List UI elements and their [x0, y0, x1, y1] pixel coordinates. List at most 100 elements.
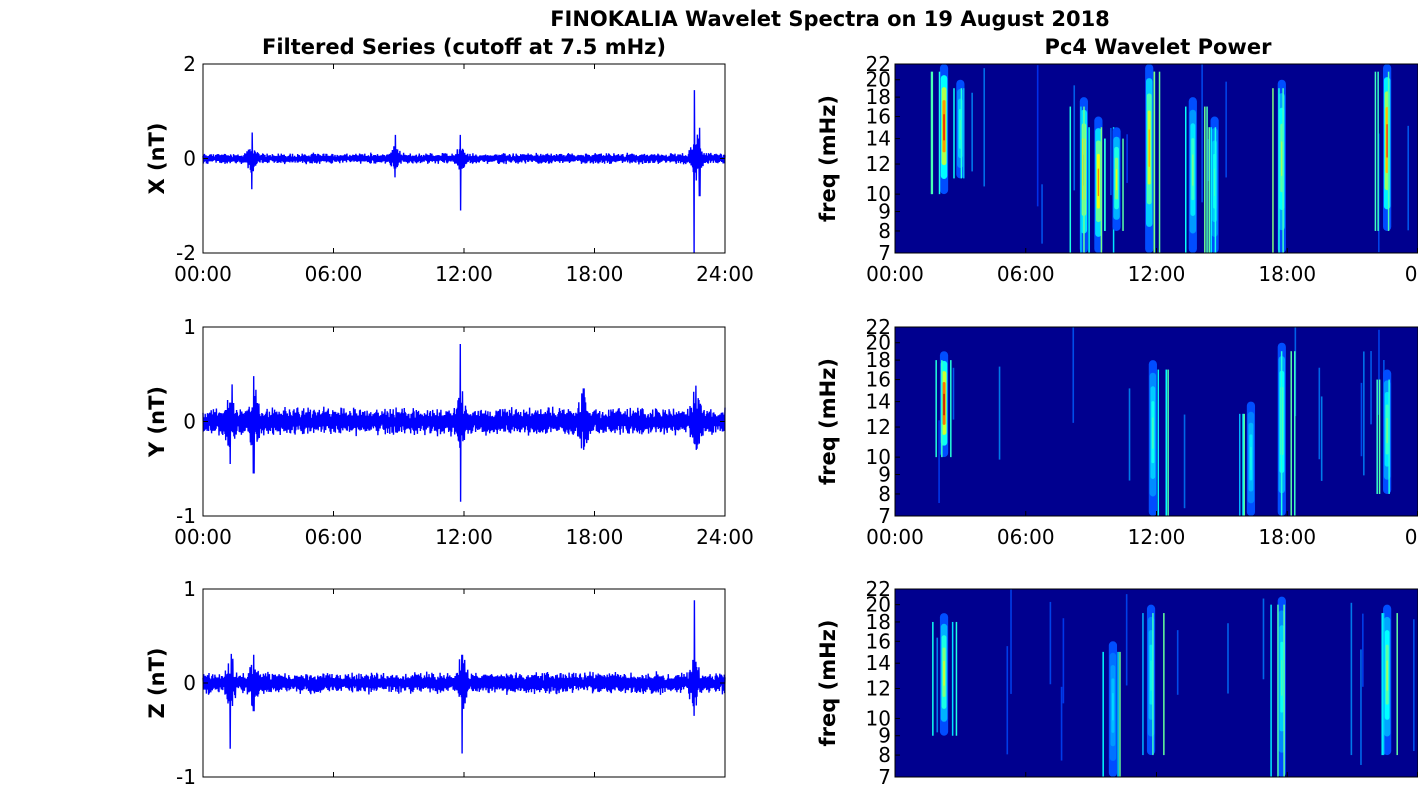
- y-tick-label: 9: [878, 200, 891, 224]
- heatmap-streak: [1350, 602, 1353, 756]
- heatmap-background: [895, 64, 1418, 253]
- heatmap-burst-streak: [1069, 106, 1072, 253]
- x-tick-label: 06:00: [305, 262, 363, 286]
- heatmap-burst: [1115, 169, 1118, 191]
- heatmap-burst-streak: [960, 88, 963, 179]
- y-tick-label: 18: [866, 348, 891, 372]
- y-axis-label: X (nT): [145, 123, 169, 195]
- heatmap-burst-streak: [1283, 604, 1285, 777]
- heatmap-streak: [1225, 81, 1227, 178]
- line-panel-2: -1 0 1 00:00 06:00 12:00 18:00 24:00 Y (nT): [145, 315, 754, 549]
- heatmap-burst-streak: [1102, 651, 1104, 777]
- heatmap-burst-streak: [1381, 613, 1383, 756]
- heatmap-burst-streak: [1377, 71, 1379, 231]
- y-tick-label: 12: [866, 677, 891, 701]
- heatmap-burst: [1112, 692, 1114, 721]
- series-line: [202, 343, 726, 502]
- series-line: [202, 600, 726, 754]
- heatmap-burst-streak: [953, 88, 955, 179]
- heatmap-burst-streak: [1088, 127, 1090, 253]
- line-panel-4: -1 0 1 Z (nT): [145, 577, 726, 788]
- y-tick-label: 14: [866, 127, 891, 151]
- heatmap-burst-streak: [1152, 613, 1154, 756]
- heatmap-burst-streak: [1388, 379, 1390, 494]
- heatmap-burst-streak: [1294, 351, 1296, 516]
- x-tick-label: 12:00: [1128, 262, 1186, 286]
- heatmap-streak: [1413, 619, 1415, 752]
- y-tick-label: -1: [176, 765, 196, 788]
- heatmap-streak: [1227, 623, 1229, 694]
- heatmap-burst-streak: [1242, 413, 1244, 516]
- x-tick-label: 00: [1405, 525, 1418, 549]
- heatmap-burst-streak: [1290, 351, 1292, 516]
- heatmap-streak: [1370, 351, 1372, 425]
- heatmap-burst: [1281, 659, 1283, 696]
- y-axis-label: freq (mHz): [816, 358, 840, 485]
- heatmap-burst-streak: [1376, 379, 1378, 494]
- y-tick-label: 20: [866, 68, 891, 92]
- y-tick-label: -1: [176, 504, 196, 528]
- heatmap-burst-streak: [1083, 106, 1085, 253]
- heatmap-burst-streak: [935, 360, 937, 458]
- x-tick-label: 18:00: [566, 525, 624, 549]
- x-tick-label: 12:00: [435, 525, 493, 549]
- y-axis-label: Z (nT): [145, 647, 169, 718]
- y-tick-label: 10: [866, 182, 891, 206]
- heatmap-burst-streak: [1214, 127, 1217, 253]
- heatmap-burst-streak: [1277, 604, 1279, 777]
- x-tick-label: 00:00: [174, 262, 232, 286]
- heatmap-burst: [1386, 124, 1388, 158]
- y-tick-label: 22: [866, 52, 891, 76]
- heatmap-cells: [895, 64, 1418, 253]
- heatmap-burst: [1097, 168, 1099, 197]
- x-tick-label: 18:00: [1258, 525, 1316, 549]
- y-tick-label: 16: [866, 368, 891, 392]
- heatmap-burst-streak: [1378, 379, 1381, 494]
- x-tick-label: 06:00: [997, 262, 1055, 286]
- y-tick-label: 16: [866, 629, 891, 653]
- heatmap-burst: [943, 660, 945, 686]
- y-tick-label: 22: [866, 577, 891, 601]
- heatmap-burst-streak: [1272, 88, 1274, 253]
- heatmap-burst-streak: [1157, 369, 1160, 516]
- heatmap-streak: [983, 68, 986, 187]
- heatmap-streak: [1363, 351, 1365, 476]
- y-tick-label: 1: [183, 577, 196, 601]
- heatmap-burst-streak: [1167, 369, 1169, 516]
- heatmap-streak: [1060, 686, 1063, 761]
- heatmap-burst-streak: [1184, 106, 1187, 253]
- heatmap-streak: [1128, 388, 1131, 481]
- heatmap-streak: [1360, 382, 1363, 457]
- y-tick-label: 12: [866, 415, 891, 439]
- heatmap-streak: [1360, 649, 1362, 765]
- heatmap-streak: [952, 367, 955, 420]
- heatmap-burst-streak: [1278, 88, 1280, 253]
- heatmap-streak: [1318, 367, 1321, 460]
- heatmap-burst: [943, 393, 945, 416]
- heatmap-streak: [1320, 396, 1323, 481]
- y-tick-label: 10: [866, 706, 891, 730]
- heatmap-streak: [1110, 127, 1112, 196]
- heatmap-background: [895, 589, 1418, 777]
- heatmap-streak: [998, 366, 1001, 460]
- x-tick-label: 24:00: [696, 525, 754, 549]
- heatmap-burst: [943, 114, 945, 141]
- heatmap-streak: [1062, 618, 1065, 704]
- heatmap-burst-streak: [1100, 127, 1103, 253]
- y-tick-label: 7: [878, 241, 891, 265]
- heatmap-burst-streak: [1208, 127, 1210, 253]
- y-tick-label: 18: [866, 610, 891, 634]
- heatmap-burst-streak: [1280, 351, 1283, 516]
- heatmap-burst-streak: [1206, 106, 1208, 253]
- x-tick-label: 06:00: [997, 525, 1055, 549]
- heatmap-streak: [1041, 184, 1043, 244]
- heatmap-cells: [895, 589, 1418, 777]
- y-tick-label: -2: [176, 241, 196, 265]
- heatmap-burst-streak: [1122, 138, 1124, 231]
- heatmap-streak: [971, 92, 973, 172]
- heatmap-streak: [1073, 85, 1076, 191]
- heatmap-streak: [1125, 594, 1128, 686]
